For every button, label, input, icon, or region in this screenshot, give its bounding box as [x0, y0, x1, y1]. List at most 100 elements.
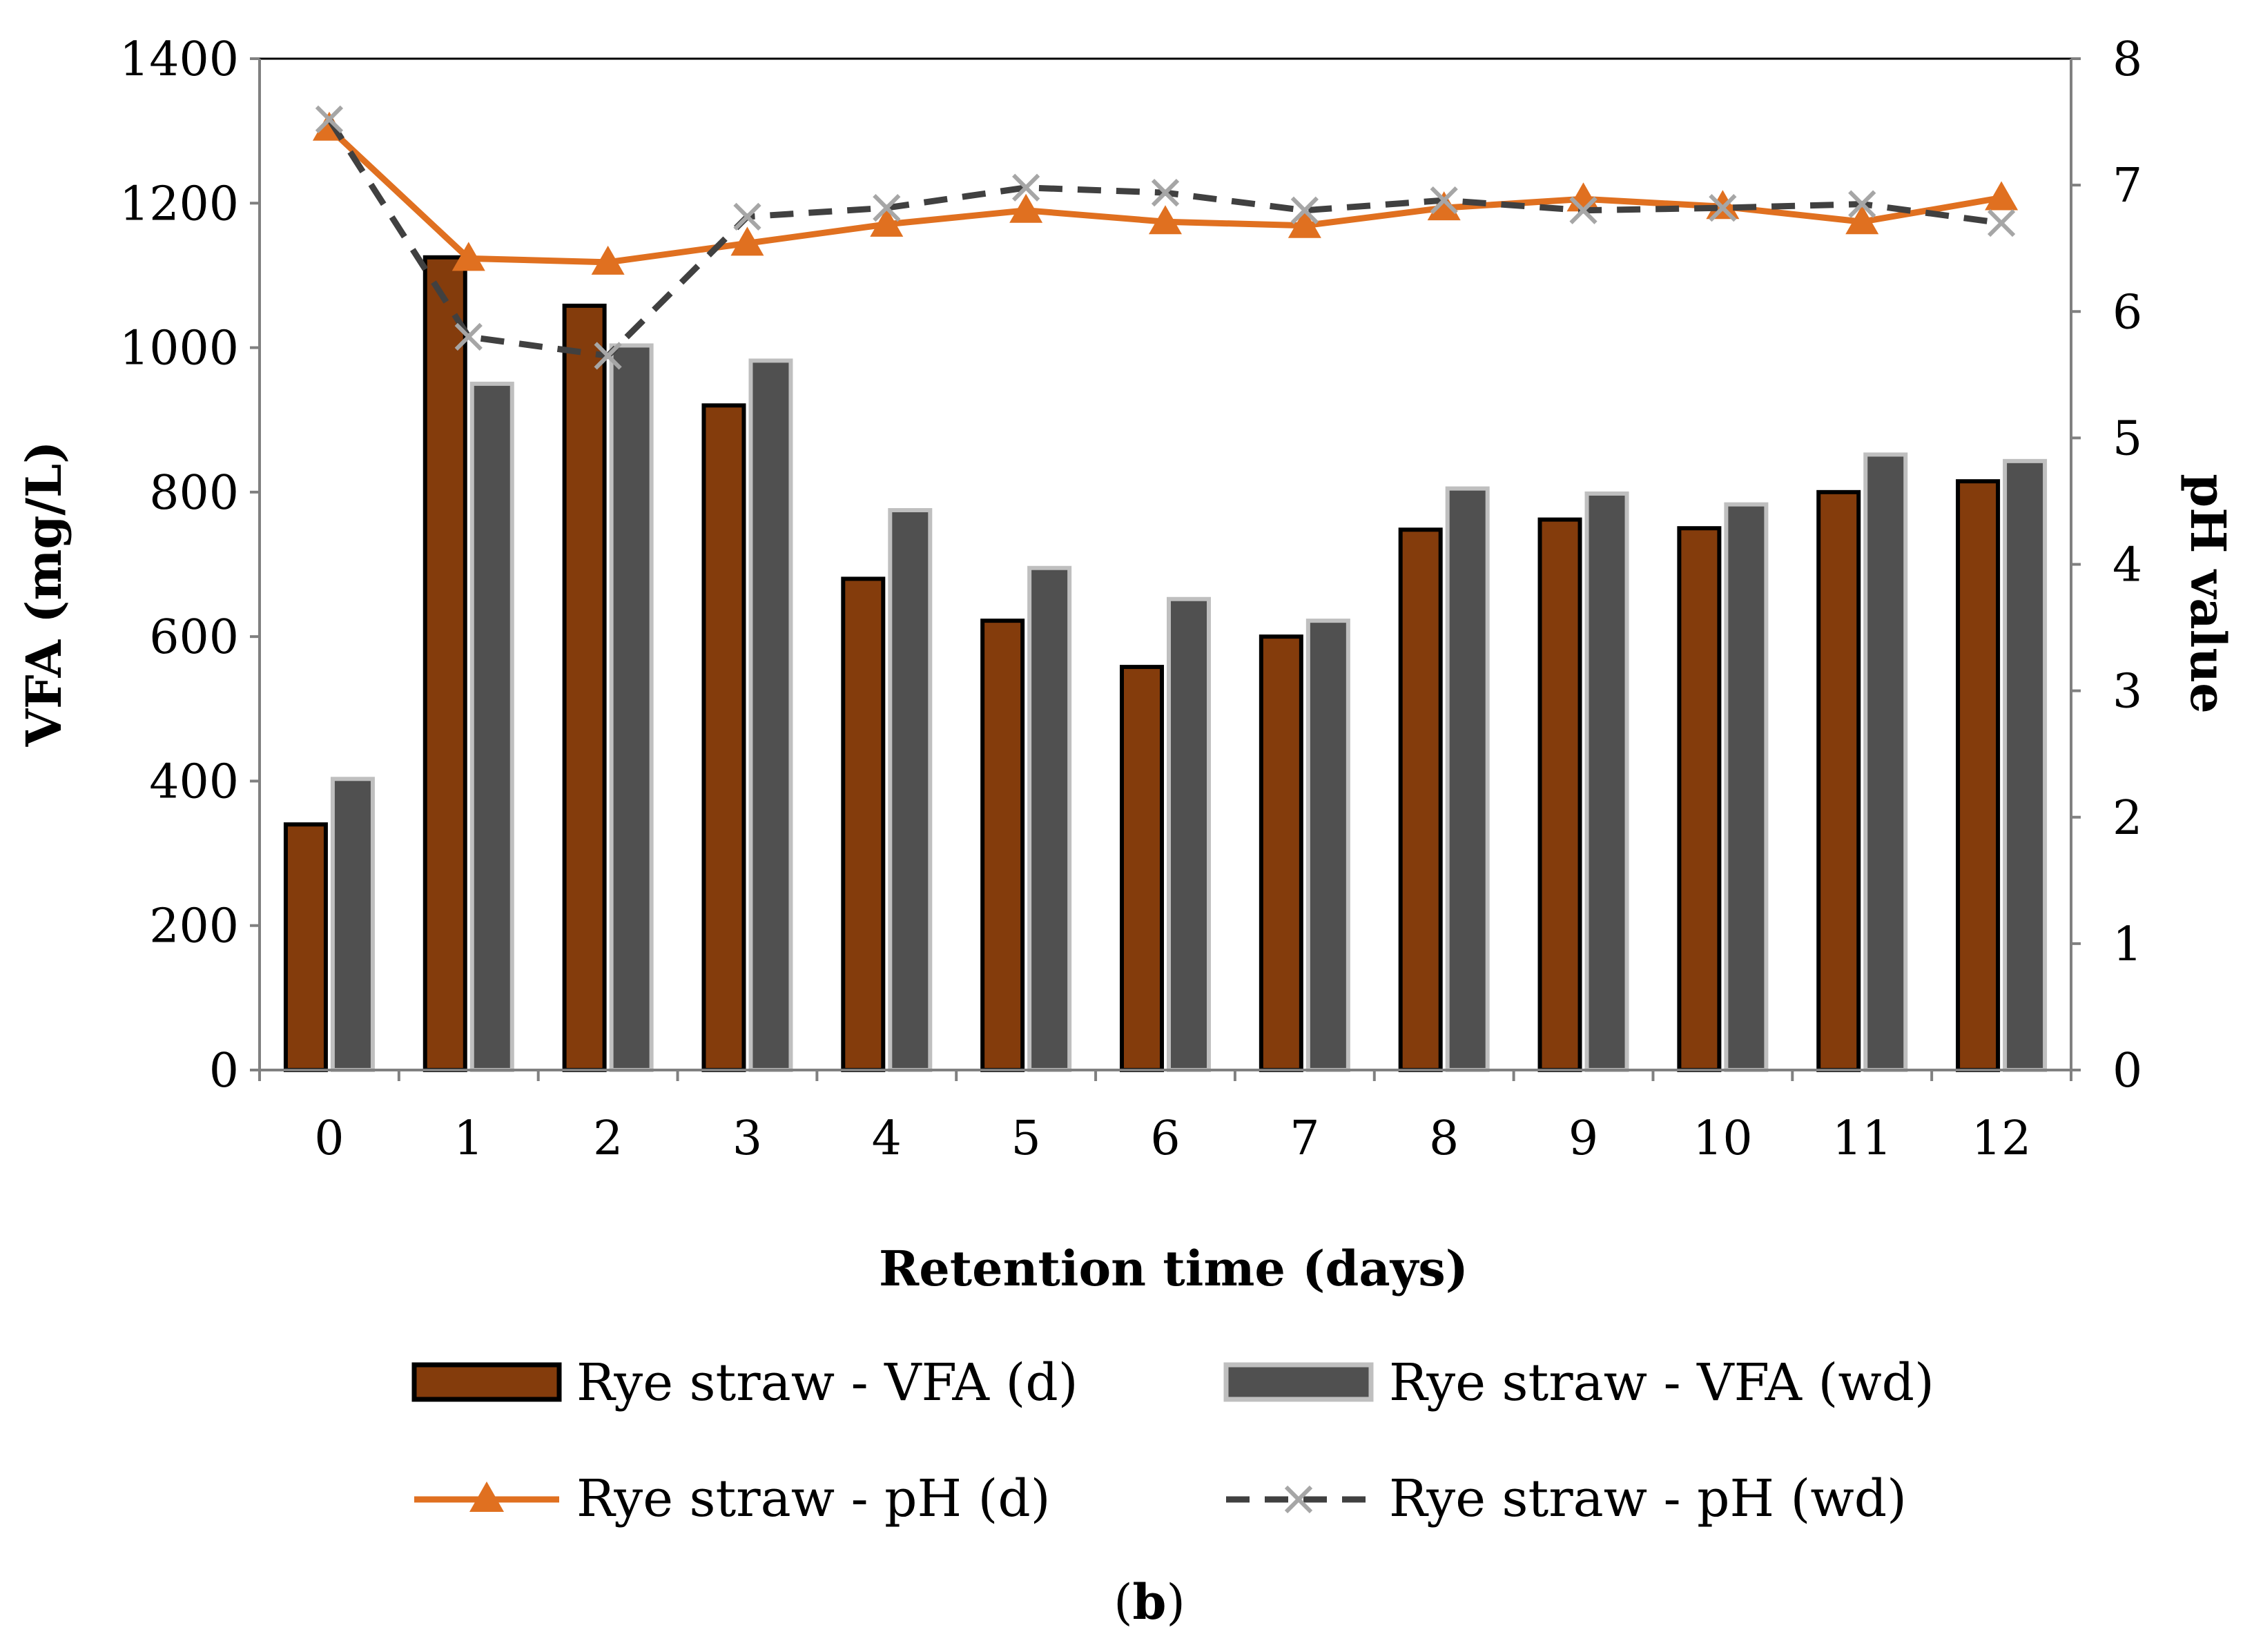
point-x-stroke-b: [873, 193, 901, 222]
bar-vfa-d-12[interactable]: [1956, 479, 2001, 1072]
legend: Rye straw - VFA (d) Rye straw - VFA (wd)…: [411, 1353, 1934, 1528]
point-x-stroke-b: [1848, 190, 1876, 218]
point-x-stroke-b: [315, 105, 344, 134]
bar-vfa-d-1[interactable]: [423, 255, 467, 1073]
x-tick-label-5: 5: [1011, 1111, 1041, 1166]
legend-item-vfa-d[interactable]: Rye straw - VFA (d): [411, 1353, 1078, 1412]
y-tick-label-200: 200: [149, 900, 239, 954]
legend-marker-ph-d: [469, 1481, 504, 1512]
bar-vfa-wd-4[interactable]: [888, 508, 933, 1072]
x-tick-label-2: 2: [593, 1111, 623, 1166]
bar-vfa-d-2[interactable]: [562, 303, 607, 1073]
bar-vfa-wd-0[interactable]: [330, 777, 375, 1073]
point-ph-wd-9[interactable]: [1569, 196, 1597, 224]
y2-tick-label-7: 7: [2113, 159, 2142, 213]
legend-item-ph-wd[interactable]: Rye straw - pH (wd): [1226, 1469, 1907, 1528]
bar-vfa-wd-8[interactable]: [1445, 486, 1490, 1072]
point-ph-wd-10[interactable]: [1709, 193, 1737, 222]
point-ph-d-1[interactable]: [451, 242, 485, 271]
y2-tick-label-1: 1: [2113, 917, 2142, 972]
y-tick-label-0: 0: [209, 1044, 239, 1098]
y2-tick-label-3: 3: [2113, 665, 2142, 719]
bar-vfa-d-0[interactable]: [283, 822, 328, 1072]
panel-label-open: (: [1114, 1574, 1132, 1631]
point-ph-wd-7[interactable]: [1290, 196, 1319, 224]
x-tick-label-11: 11: [1832, 1111, 1892, 1166]
y2-tick-label-4: 4: [2113, 538, 2142, 593]
bar-vfa-d-10[interactable]: [1677, 526, 1722, 1072]
point-ph-wd-3[interactable]: [733, 202, 761, 231]
point-x-stroke-b: [594, 342, 622, 370]
line-series-group: [312, 105, 2019, 370]
point-ph-d-11[interactable]: [1845, 205, 1879, 235]
bar-vfa-wd-3[interactable]: [748, 358, 793, 1073]
point-x-stroke-b: [1709, 193, 1737, 222]
point-ph-wd-11[interactable]: [1848, 190, 1876, 218]
panel-label: (b): [1114, 1573, 1185, 1631]
legend-item-ph-d[interactable]: Rye straw - pH (d): [414, 1469, 1051, 1528]
point-ph-d-8[interactable]: [1427, 191, 1461, 221]
legend-item-vfa-wd[interactable]: Rye straw - VFA (wd): [1223, 1353, 1934, 1412]
point-ph-d-7[interactable]: [1288, 208, 1321, 238]
bar-vfa-wd-12[interactable]: [2003, 458, 2048, 1072]
point-ph-d-2[interactable]: [591, 245, 625, 275]
point-ph-d-4[interactable]: [870, 207, 904, 237]
bar-vfa-d-11[interactable]: [1816, 489, 1861, 1072]
bar-vfa-wd-5[interactable]: [1027, 565, 1072, 1072]
point-x-stroke-b: [1290, 196, 1319, 224]
point-ph-d-10[interactable]: [1706, 190, 1740, 220]
point-ph-wd-5[interactable]: [1012, 173, 1040, 202]
bar-vfa-d-3[interactable]: [701, 403, 746, 1072]
bar-vfa-d-7[interactable]: [1259, 634, 1303, 1072]
x-tick-label-9: 9: [1568, 1111, 1598, 1166]
bar-series-group: [283, 255, 2048, 1073]
legend-swatch-vfa-wd: [1223, 1362, 1374, 1402]
bar-vfa-wd-10[interactable]: [1724, 502, 1769, 1072]
bar-vfa-d-9[interactable]: [1537, 517, 1582, 1072]
point-x-stroke-b: [1430, 186, 1458, 215]
point-ph-d-6[interactable]: [1149, 205, 1182, 235]
legend-swatch-vfa-d: [411, 1362, 562, 1402]
point-x-stroke-b: [454, 322, 483, 351]
point-ph-wd-1[interactable]: [454, 322, 483, 351]
bar-vfa-d-8[interactable]: [1398, 527, 1443, 1072]
point-ph-wd-2[interactable]: [594, 342, 622, 370]
bar-vfa-d-5[interactable]: [980, 619, 1025, 1072]
y-tick-label-800: 800: [149, 466, 239, 521]
bar-vfa-d-4[interactable]: [841, 576, 886, 1072]
legend-marker-ph-wd-b: [1284, 1485, 1313, 1514]
x-tick-label-0: 0: [314, 1111, 344, 1166]
point-ph-wd-12[interactable]: [1987, 208, 2016, 237]
point-x-stroke-b: [1569, 196, 1597, 224]
x-tick-label-10: 10: [1693, 1111, 1753, 1166]
point-ph-wd-8[interactable]: [1430, 186, 1458, 215]
y2-tick-label-0: 0: [2113, 1044, 2142, 1098]
y2-axis-title: pH value: [2179, 474, 2237, 714]
y-tick-label-600: 600: [149, 610, 239, 665]
point-ph-d-5[interactable]: [1009, 193, 1043, 223]
point-ph-wd-6[interactable]: [1151, 178, 1180, 207]
bar-vfa-wd-6[interactable]: [1167, 596, 1211, 1072]
bar-vfa-wd-9[interactable]: [1584, 491, 1629, 1072]
point-ph-wd-0[interactable]: [315, 105, 344, 134]
bar-vfa-d-6[interactable]: [1120, 665, 1164, 1072]
x-tick-label-6: 6: [1150, 1111, 1180, 1166]
bar-vfa-wd-11[interactable]: [1863, 452, 1908, 1072]
panel-label-letter: b: [1133, 1573, 1167, 1631]
y-axis-title: VFA (mg/L): [15, 441, 72, 748]
y-tick-label-1400: 1400: [119, 32, 239, 87]
point-x-stroke-b: [1012, 173, 1040, 202]
point-ph-d-3[interactable]: [730, 226, 764, 256]
x-axis-title: Retention time (days): [879, 1240, 1468, 1297]
point-x-stroke-b: [733, 202, 761, 231]
point-ph-d-12[interactable]: [1985, 181, 2019, 211]
legend-label-ph-d: Rye straw - pH (d): [576, 1469, 1051, 1528]
y-tick-label-1000: 1000: [119, 322, 239, 376]
y2-tick-label-2: 2: [2113, 791, 2142, 846]
point-ph-wd-4[interactable]: [873, 193, 901, 222]
bar-vfa-wd-7[interactable]: [1305, 619, 1350, 1072]
bar-vfa-wd-1[interactable]: [469, 381, 514, 1072]
bar-vfa-wd-2[interactable]: [609, 343, 654, 1072]
